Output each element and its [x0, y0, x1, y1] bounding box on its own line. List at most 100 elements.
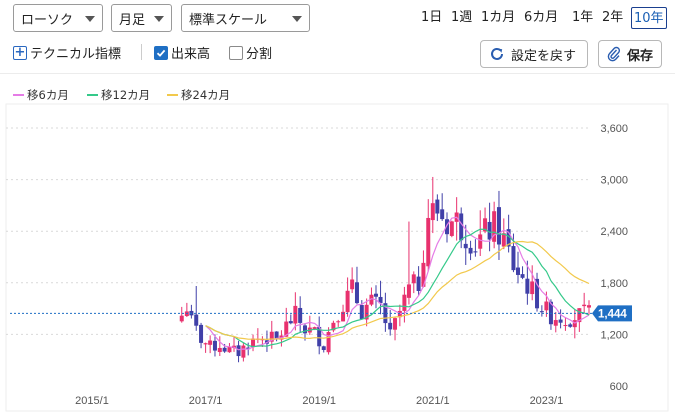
candle-body [426, 217, 431, 267]
candle-body [303, 325, 307, 334]
x-axis: 2015/1 2017/1 2019/1 2021/1 2023/1 [75, 395, 563, 407]
chart-type-select[interactable]: ローソク [13, 4, 103, 32]
period-6m[interactable]: 6カ月 [524, 10, 559, 25]
candle-body [478, 234, 483, 249]
candle-body [496, 207, 501, 245]
candle-body [241, 345, 246, 358]
period-1w[interactable]: 1週 [451, 10, 473, 25]
candle-body [411, 274, 416, 284]
scale-select[interactable]: 標準スケール [181, 4, 310, 32]
y-tick-label: 1,800 [600, 278, 628, 290]
candle-body [274, 331, 279, 339]
candle-body [440, 209, 445, 220]
candle-body [463, 243, 468, 249]
candle-body [535, 278, 540, 309]
legend-swatch [13, 94, 24, 96]
moving-average-line [205, 228, 590, 348]
y-tick-label: 3,000 [600, 175, 628, 187]
candle-body [212, 340, 217, 351]
paperclip-icon [607, 46, 621, 62]
candle-body [483, 218, 488, 232]
save-button[interactable]: 保存 [598, 40, 662, 68]
moving-averages [205, 216, 590, 351]
period-1y[interactable]: 1年 [572, 10, 594, 25]
candle-body [558, 319, 563, 323]
candle-body [199, 324, 204, 343]
candle-body [298, 307, 303, 323]
candle-body [374, 293, 378, 297]
candle-body [473, 251, 478, 253]
candle-body [336, 321, 341, 323]
current-price-tag: 1,444 [592, 305, 632, 322]
y-tick-label: 1,200 [600, 329, 628, 341]
divider [141, 44, 142, 60]
candle-body [525, 278, 530, 294]
candle-body [520, 274, 525, 278]
candle-body [350, 279, 355, 290]
candles [179, 176, 591, 363]
candle-body [577, 308, 582, 323]
candle-body [383, 303, 388, 324]
candle-body [222, 347, 227, 352]
chevron-down-icon [154, 16, 164, 22]
legend-label: 移24カ月 [181, 88, 231, 102]
reset-label: 設定を戻す [511, 48, 577, 64]
candle-body [236, 345, 241, 357]
volume-label: 出来高 [171, 47, 211, 62]
candle-body [378, 296, 383, 304]
legend-label: 移12カ月 [101, 88, 151, 102]
plus-box-icon: + [13, 45, 27, 60]
interval-value: 月足 [119, 12, 146, 28]
period-1d[interactable]: 1日 [421, 10, 443, 25]
candle-body [293, 305, 298, 324]
candle-body [402, 294, 407, 311]
checkbox-empty-icon [229, 45, 243, 60]
candle-body [553, 320, 558, 326]
candle-body [321, 346, 326, 350]
candle-body [459, 213, 464, 241]
candle-body [284, 321, 289, 337]
period-2y[interactable]: 2年 [602, 10, 624, 25]
technical-indicators-toggle[interactable]: + テクニカル指標 [13, 43, 121, 62]
y-tick-label: 600 [610, 381, 628, 393]
candle-body [317, 326, 322, 347]
candle-body [511, 246, 516, 271]
candle-body [251, 338, 256, 348]
candle-body [487, 221, 492, 240]
candle-body [501, 233, 506, 247]
header-divider [0, 73, 675, 74]
period-1m[interactable]: 1カ月 [481, 10, 516, 25]
candle-body [568, 324, 573, 327]
split-checkbox[interactable]: 分割 [229, 43, 272, 62]
candle-body [388, 322, 393, 330]
candle-body [269, 331, 274, 342]
candle-body [227, 346, 232, 353]
candle-body [544, 301, 549, 311]
period-10y[interactable]: 10年 [631, 7, 667, 29]
candle-body [421, 262, 426, 287]
candle-body [539, 311, 544, 313]
candle-body [288, 321, 293, 324]
candle-body [492, 211, 497, 242]
y-axis: 3,600 3,000 2,400 1,800 1,200 600 [600, 123, 628, 393]
chart-type-value: ローソク [21, 12, 74, 28]
candle-body [354, 282, 359, 304]
volume-checkbox[interactable]: 出来高 [154, 43, 210, 62]
legend-swatch [167, 94, 178, 96]
moving-average-line [205, 240, 590, 341]
candle-body [506, 229, 511, 247]
refresh-icon [491, 47, 503, 60]
candle-body [312, 327, 317, 330]
chevron-down-icon [85, 16, 95, 22]
candle-body [582, 304, 587, 307]
candle-body [179, 315, 184, 322]
reset-settings-button[interactable]: 設定を戻す [480, 40, 588, 68]
candle-body [445, 219, 449, 235]
x-tick-label: 2015/1 [75, 395, 109, 407]
interval-select[interactable]: 月足 [111, 4, 172, 32]
legend-ma24: 移24カ月 [167, 87, 230, 103]
price-chart[interactable]: 1,444 3,600 3,000 2,400 1,800 1,200 600 2015/… [0, 100, 675, 414]
chevron-down-icon [292, 16, 302, 22]
legend-label: 移6カ月 [27, 88, 69, 102]
candle-body [359, 305, 364, 320]
